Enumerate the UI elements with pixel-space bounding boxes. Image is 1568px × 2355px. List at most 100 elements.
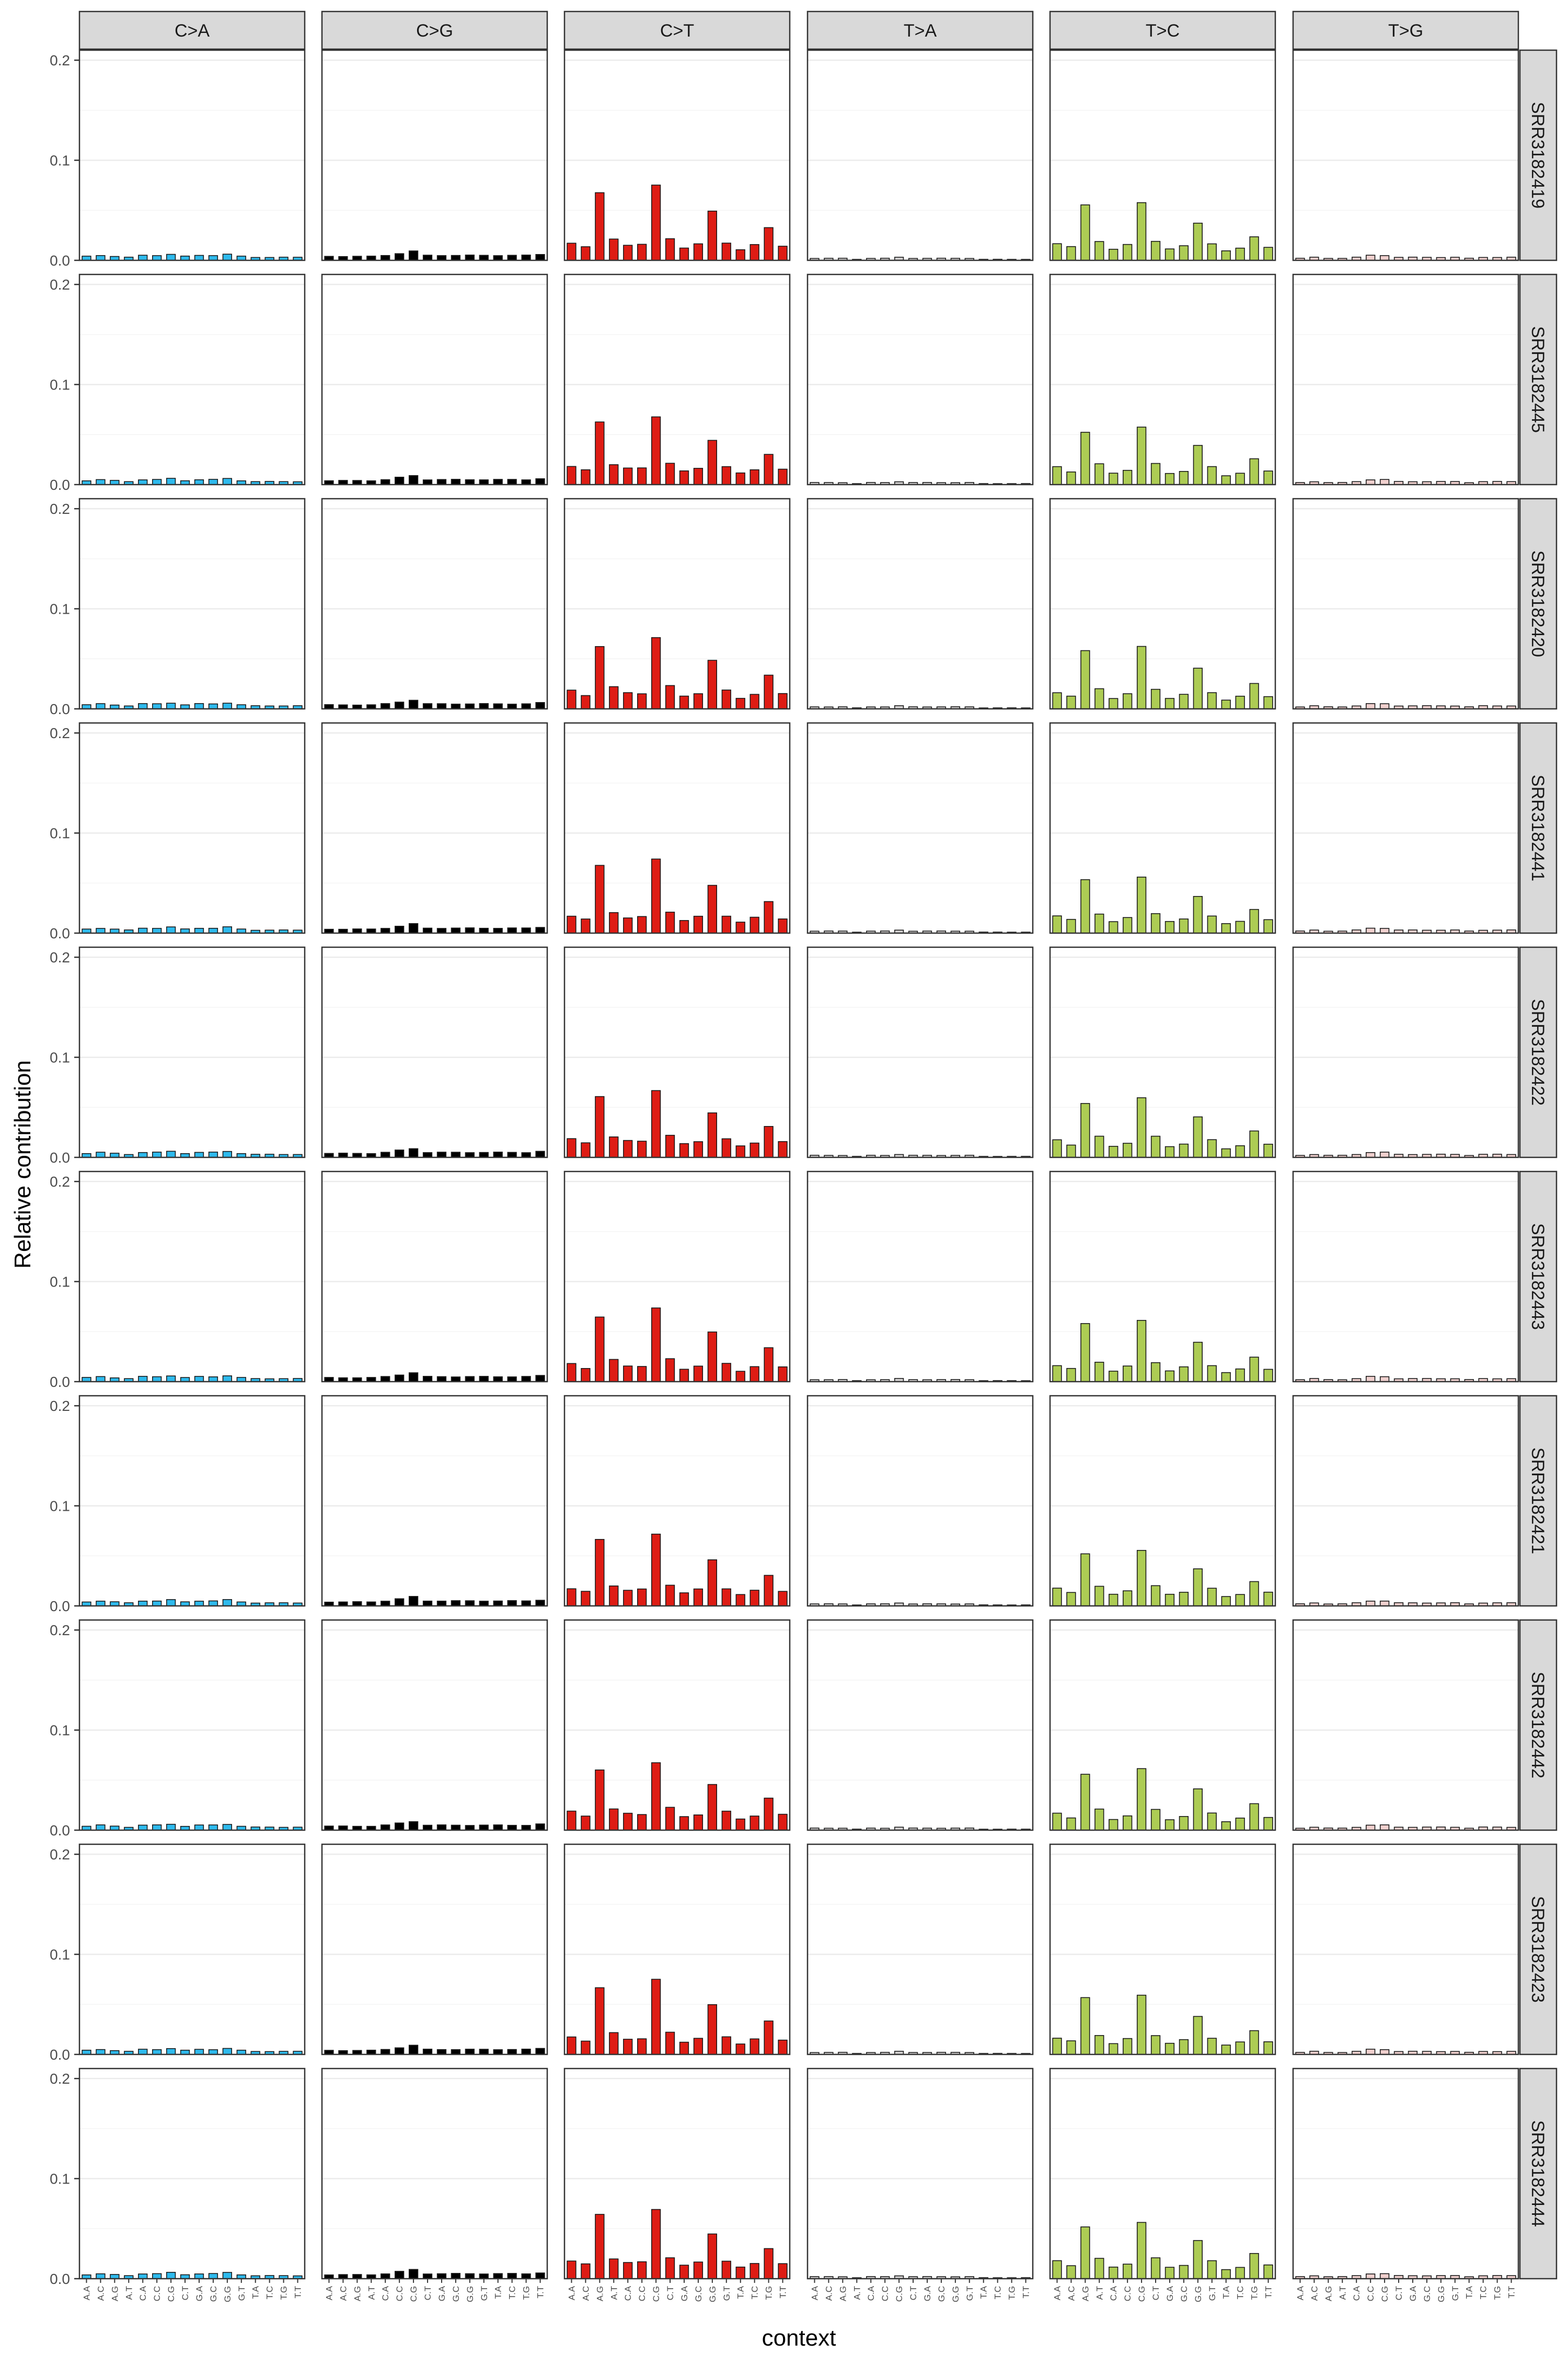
bar-T.G	[521, 2273, 531, 2279]
x-tick-label: T.G	[279, 2286, 289, 2300]
bar-A.T	[609, 1136, 619, 1158]
bar-C.G	[408, 1372, 419, 1382]
x-tick-label: C.A	[1109, 2285, 1119, 2301]
bar-A.C	[1066, 1592, 1076, 1606]
bar-G.A	[679, 920, 689, 934]
bar-G.A	[436, 479, 447, 485]
facet-label: C>T	[660, 21, 694, 41]
bar-G.A	[1165, 2042, 1175, 2055]
bar-T.C	[1235, 695, 1245, 709]
bar-G.C	[1179, 918, 1189, 934]
x-tick-label: T.T	[778, 2286, 788, 2299]
bar-A.G	[595, 865, 605, 934]
bar-C.C	[152, 2049, 162, 2055]
bar-C.C	[1366, 2273, 1376, 2279]
bar-C.G	[1136, 1550, 1147, 1606]
bar-C.A	[138, 479, 148, 485]
bar-T.G	[1249, 909, 1259, 934]
panel-border	[1049, 49, 1276, 261]
bar-C.G	[1136, 1320, 1147, 1382]
x-tick-label: C.G	[651, 2286, 661, 2302]
panel-border	[78, 722, 306, 934]
bar-T.C	[1235, 1368, 1245, 1382]
bar-C.T	[665, 463, 675, 485]
panel-border	[1292, 49, 1519, 261]
y-tick-label: 0.0	[50, 1822, 70, 1839]
panel-T>C-SRR3182420	[1049, 498, 1276, 710]
panel-C>T-SRR3182422	[563, 946, 791, 1158]
bar-A.A	[1052, 243, 1062, 261]
panel-T>G-SRR3182443	[1292, 1170, 1519, 1383]
sample-strip: SRR3182421	[1519, 1395, 1558, 1607]
bar-G.T	[479, 479, 489, 485]
bar-A.G	[1080, 650, 1090, 709]
bar-A.G	[595, 1096, 605, 1158]
facet-label: T>A	[904, 21, 937, 41]
bar-T.G	[764, 1797, 774, 1831]
x-tick-label: C.C	[152, 2286, 162, 2301]
bar-G.G	[707, 1784, 717, 1831]
bar-C.A	[138, 1601, 148, 1606]
bar-A.T	[609, 1808, 619, 1831]
bar-G.C	[693, 468, 704, 485]
x-tick-label: A.T	[609, 2286, 619, 2300]
bar-A.T	[1094, 913, 1104, 934]
bar-A.A	[1052, 692, 1062, 709]
bar-G.A	[679, 695, 689, 709]
panel-T>C-SRR3182443	[1049, 1170, 1276, 1383]
panel-border	[806, 498, 1034, 710]
bar-G.G	[1193, 1341, 1203, 1382]
bar-A.T	[609, 686, 619, 709]
bar-C.T	[1150, 1135, 1161, 1158]
bar-G.A	[679, 2041, 689, 2055]
bar-G.A	[194, 479, 204, 485]
x-tick-label: C.G	[1380, 2286, 1390, 2302]
bar-C.T	[422, 255, 433, 261]
panel-border	[806, 2067, 1034, 2280]
x-tick-label: C.T	[1151, 2286, 1161, 2300]
bar-T.A	[1221, 250, 1231, 261]
bar-C.T	[422, 1824, 433, 1831]
panel-border	[78, 273, 306, 486]
bar-C.A	[381, 703, 390, 709]
bar-T.C	[1235, 2041, 1245, 2055]
x-tick-label: A.T	[1338, 2286, 1347, 2300]
bar-G.A	[436, 703, 447, 709]
sample-strip: SRR3182442	[1519, 1619, 1558, 1831]
bar-A.G	[595, 1987, 605, 2055]
panel-border	[563, 2067, 791, 2280]
x-tick-label: G.T	[479, 2286, 489, 2301]
bar-G.T	[479, 703, 489, 709]
bar-G.G	[1193, 1116, 1203, 1158]
panel-T>G-SRR3182423	[1292, 1843, 1519, 2055]
bar-G.C	[451, 704, 461, 709]
bar-T.G	[521, 479, 531, 485]
bar-T.T	[1263, 2041, 1273, 2055]
bar-C.T	[1150, 688, 1161, 709]
panel-C>G-SRR3182422	[321, 946, 548, 1158]
panel-border	[806, 1170, 1034, 1383]
bar-G.A	[679, 470, 689, 485]
bar-C.T	[1150, 463, 1161, 485]
x-tick-label: T.T	[1264, 2286, 1274, 2299]
bar-A.T	[609, 2258, 619, 2279]
bar-G.G	[222, 1151, 232, 1158]
sample-strip: SRR3182420	[1519, 498, 1558, 710]
panel-border	[1049, 1395, 1276, 1607]
x-tick-label: A.T	[1094, 2286, 1104, 2300]
bar-C.C	[152, 928, 162, 934]
panel-C>G-SRR3182443	[321, 1170, 548, 1383]
bar-T.T	[1263, 1369, 1273, 1382]
bar-T.C	[750, 1142, 759, 1158]
bar-G.G	[707, 2004, 717, 2055]
bar-C.C	[152, 1152, 162, 1158]
bar-T.C	[750, 2263, 759, 2279]
bar-C.A	[138, 2049, 148, 2055]
bar-G.G	[707, 1559, 717, 1606]
bar-G.T	[1207, 2260, 1217, 2279]
x-tick-label: A.C	[1066, 2286, 1076, 2301]
bar-T.A	[1221, 1596, 1231, 1606]
bar-G.T	[721, 2260, 731, 2279]
bar-A.A	[567, 915, 577, 934]
sample-label: SRR3182421	[1528, 1448, 1548, 1554]
